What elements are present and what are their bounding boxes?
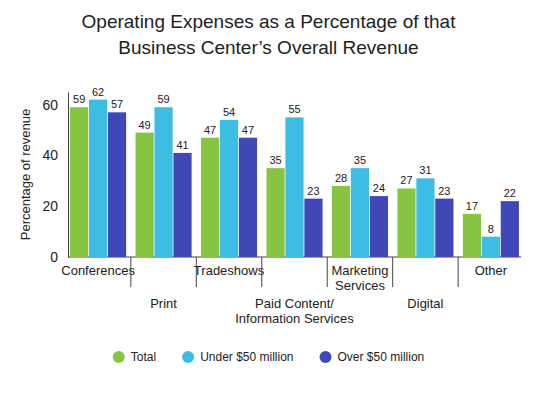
bar (435, 199, 453, 257)
data-label: 17 (466, 200, 478, 212)
x-tick-label-line: Services (335, 278, 385, 293)
data-label: 35 (269, 154, 281, 166)
chart: Operating Expenses as a Percentage of th… (0, 0, 537, 395)
data-label: 31 (419, 164, 431, 176)
y-tick-label: 0 (50, 249, 58, 265)
x-tick-label-line: Other (475, 263, 508, 278)
bar (266, 168, 284, 257)
data-label: 35 (354, 154, 366, 166)
x-tick-label: Digital (407, 296, 443, 311)
data-label: 23 (438, 185, 450, 197)
bar (304, 199, 322, 257)
data-label: 23 (307, 185, 319, 197)
y-axis-line (68, 93, 69, 258)
bar (201, 138, 219, 257)
title: Operating Expenses as a Percentage of th… (82, 11, 457, 58)
data-label: 55 (288, 103, 300, 115)
legend-label: Under $50 million (200, 350, 293, 364)
data-label: 49 (139, 119, 151, 131)
y-axis-title: Percentage of revenue (18, 109, 33, 241)
bar (501, 201, 519, 257)
legend: Total Under $50 million Over $50 million (113, 350, 424, 364)
data-label: 8 (488, 223, 494, 235)
data-label: 47 (242, 124, 254, 136)
category-separator (458, 257, 459, 287)
data-label: 28 (335, 172, 347, 184)
bars (70, 100, 519, 257)
x-tick-label-line: Information Services (235, 311, 354, 326)
bar (108, 112, 126, 257)
legend-item: Over $50 million (320, 350, 425, 364)
x-tick-label: Tradeshows (194, 263, 265, 278)
plot: 0 20 40 60 59 49 47 35 28 27 17 62 59 54 55 35 31 8 57 41 47… (42, 86, 521, 326)
bar (351, 168, 369, 257)
category-separator (130, 257, 131, 287)
legend-label: Over $50 million (338, 350, 425, 364)
bar (154, 107, 172, 257)
y-tick-label: 60 (42, 97, 58, 113)
category-separator (392, 257, 393, 287)
data-label: 41 (176, 139, 188, 151)
x-tick-label-line: Tradeshows (194, 263, 265, 278)
data-label: 24 (373, 182, 385, 194)
bar (136, 133, 154, 257)
category-separator (196, 257, 197, 287)
legend-marker (113, 351, 125, 363)
bar (70, 107, 88, 257)
x-tick-label: Paid Content/Information Services (235, 296, 354, 326)
data-label: 59 (157, 93, 169, 105)
bar (370, 196, 388, 257)
bar (332, 186, 350, 257)
x-tick-label: Conferences (61, 263, 135, 278)
bar (482, 237, 500, 257)
bar (416, 178, 434, 257)
x-tick-label-line: Conferences (61, 263, 135, 278)
x-tick-label-line: Print (150, 296, 177, 311)
x-tick-label: Other (475, 263, 508, 278)
bar (239, 138, 257, 257)
data-label: 54 (223, 106, 235, 118)
x-tick-label-line: Paid Content/ (255, 296, 334, 311)
category-separator (261, 257, 262, 287)
legend-item: Under $50 million (182, 350, 293, 364)
bar (285, 117, 303, 257)
x-tick-label-line: Marketing (331, 263, 388, 278)
category-separator (327, 257, 328, 287)
y-tick-label: 20 (42, 198, 58, 214)
legend-marker (182, 351, 194, 363)
data-label: 57 (111, 98, 123, 110)
bar (397, 188, 415, 257)
y-tick: 20 (42, 198, 68, 214)
y-tick: 60 (42, 97, 68, 113)
x-tick-label-line: Digital (407, 296, 443, 311)
data-label: 47 (204, 124, 216, 136)
data-label: 22 (504, 187, 516, 199)
data-label: 59 (73, 93, 85, 105)
bar (89, 100, 107, 257)
bar (220, 120, 238, 257)
bar (463, 214, 481, 257)
title-line: Operating Expenses as a Percentage of th… (82, 11, 457, 32)
legend-marker (320, 351, 332, 363)
data-label: 62 (92, 86, 104, 98)
legend-item: Total (113, 350, 156, 364)
bar (173, 153, 191, 257)
x-tick-label: Print (150, 296, 177, 311)
y-tick-label: 40 (42, 147, 58, 163)
x-axis: Conferences Print Tradeshows Paid Content/I… (61, 257, 508, 326)
y-tick: 40 (42, 147, 68, 163)
data-label: 27 (400, 174, 412, 186)
data-labels: 59 49 47 35 28 27 17 62 59 54 55 35 31 8 57 41 47 23 24 23 2… (73, 86, 516, 235)
x-tick-label: MarketingServices (331, 263, 388, 293)
title-line: Business Center’s Overall Revenue (118, 37, 418, 58)
y-axis: 0 20 40 60 (42, 93, 68, 265)
legend-label: Total (131, 350, 156, 364)
